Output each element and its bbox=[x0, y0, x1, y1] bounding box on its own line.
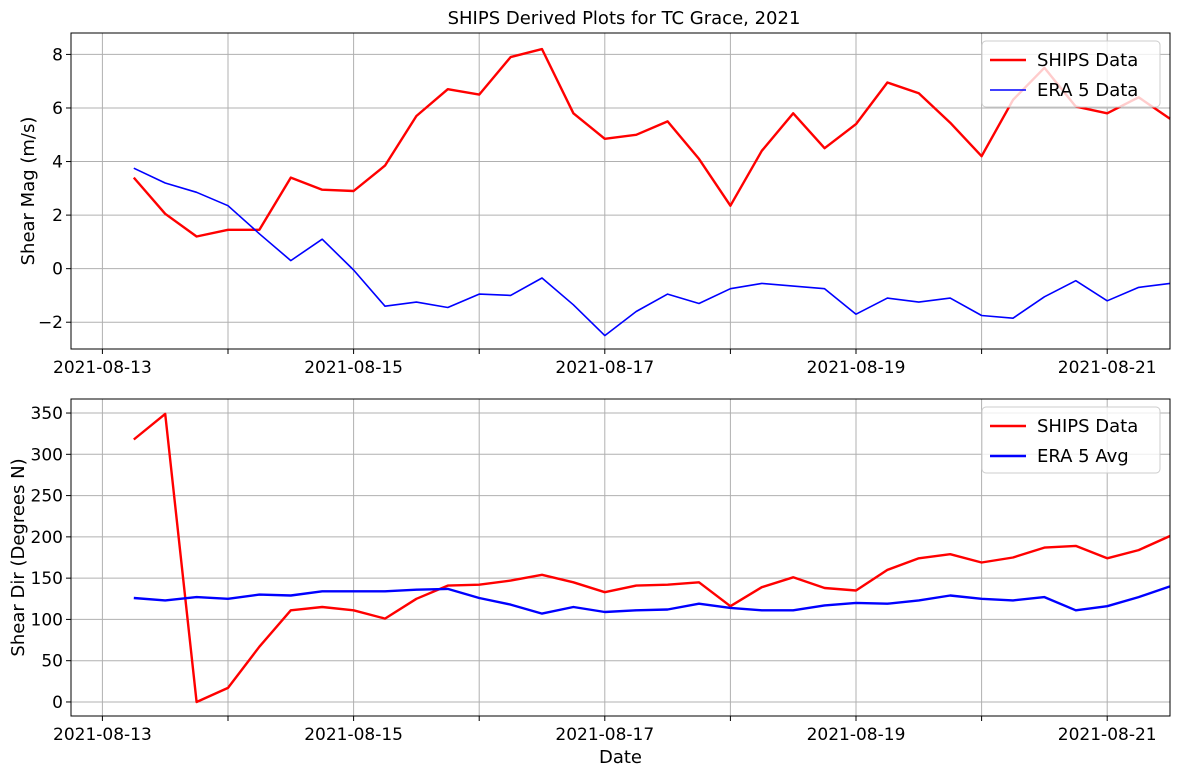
legend-label: SHIPS Data bbox=[1037, 416, 1138, 437]
y-tick-label: 250 bbox=[31, 487, 63, 507]
legend: SHIPS Data ERA 5 Avg bbox=[981, 406, 1161, 474]
y-tick-label: 6 bbox=[52, 99, 63, 119]
shear-direction-chart: 2021-08-13 2021-08-15 2021-08-17 2021-08-19… bbox=[8, 398, 1171, 768]
x-tick-label: 2021-08-13 bbox=[53, 725, 152, 745]
plot-frame bbox=[70, 398, 1171, 717]
y-tick-label: 4 bbox=[52, 153, 63, 173]
y-tick-label: 2 bbox=[52, 206, 63, 226]
y-tick-label: −2 bbox=[38, 313, 63, 333]
y-tick-label: 50 bbox=[41, 652, 63, 672]
series-line-ships-data bbox=[133, 412, 1171, 704]
legend-box bbox=[981, 40, 1161, 108]
x-tick-label: 2021-08-21 bbox=[1058, 725, 1157, 745]
legend-box bbox=[981, 406, 1161, 474]
legend-label: ERA 5 Data bbox=[1037, 80, 1138, 101]
x-tick-label: 2021-08-17 bbox=[555, 358, 654, 378]
shear-magnitude-chart: 2021-08-13 2021-08-15 2021-08-17 2021-08-19… bbox=[18, 32, 1171, 378]
y-axis-label: Shear Mag (m/s) bbox=[18, 117, 39, 266]
y-tick-label: 0 bbox=[52, 260, 63, 280]
x-tick-label: 2021-08-15 bbox=[304, 725, 403, 745]
figure-title: SHIPS Derived Plots for TC Grace, 2021 bbox=[448, 8, 801, 29]
legend: SHIPS Data ERA 5 Data bbox=[981, 40, 1161, 108]
x-axis-label: Date bbox=[599, 747, 642, 768]
x-tick-label: 2021-08-21 bbox=[1058, 358, 1157, 378]
y-tick-label: 0 bbox=[52, 693, 63, 713]
series-line-era-5-data bbox=[133, 167, 1171, 337]
y-tick-label: 200 bbox=[31, 528, 63, 548]
x-tick-label: 2021-08-17 bbox=[555, 725, 654, 745]
grid bbox=[71, 399, 1170, 716]
legend-label: ERA 5 Avg bbox=[1037, 446, 1129, 467]
y-tick-label: 350 bbox=[31, 404, 63, 424]
x-tick-label: 2021-08-15 bbox=[304, 358, 403, 378]
y-tick-label: 100 bbox=[31, 610, 63, 630]
y-tick-label: 150 bbox=[31, 569, 63, 589]
x-tick-label: 2021-08-13 bbox=[53, 358, 152, 378]
series-line-ships-data bbox=[132, 47, 1171, 238]
x-tick-label: 2021-08-19 bbox=[807, 725, 906, 745]
x-tick-label: 2021-08-19 bbox=[807, 358, 906, 378]
y-tick-label: 8 bbox=[52, 45, 63, 65]
y-tick-label: 300 bbox=[31, 445, 63, 465]
grid bbox=[71, 33, 1170, 349]
series-line-era-5-avg bbox=[133, 585, 1171, 615]
y-axis-label: Shear Dir (Degrees N) bbox=[8, 458, 29, 656]
plot-frame bbox=[70, 32, 1171, 350]
legend-label: SHIPS Data bbox=[1037, 50, 1138, 71]
